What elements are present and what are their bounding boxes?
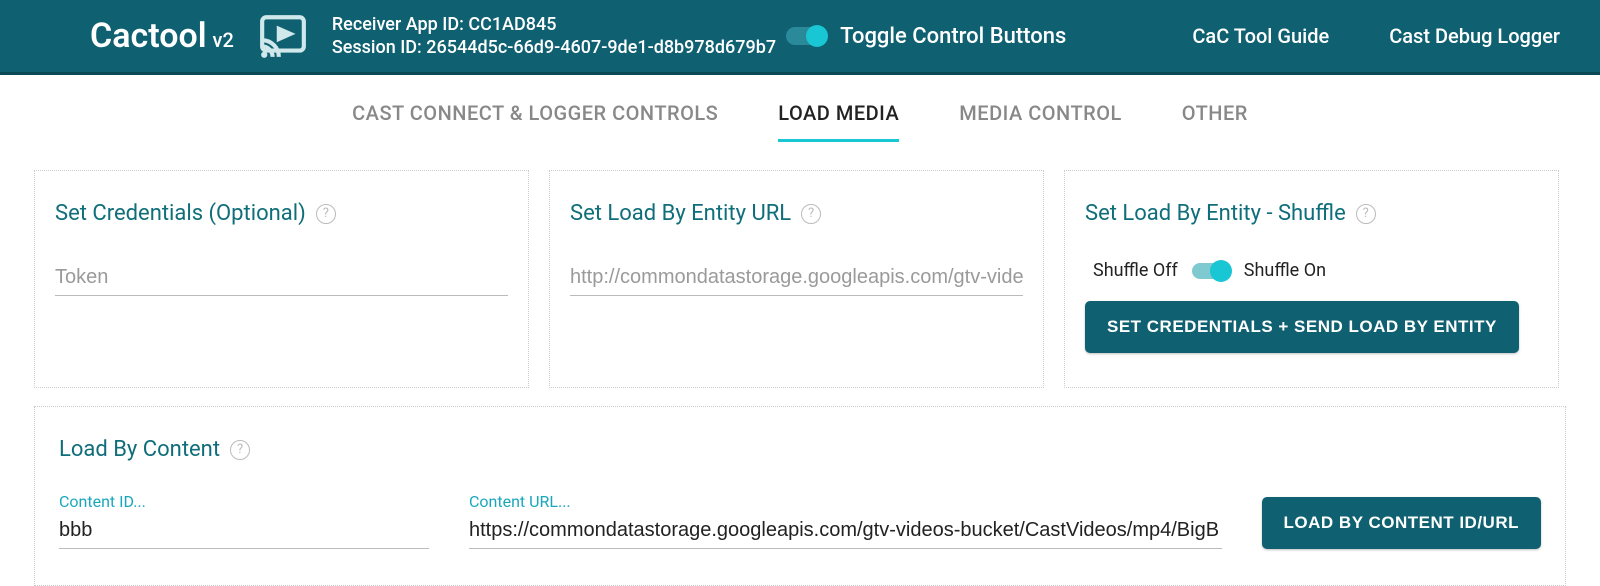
brand-block: Cactool v2 xyxy=(90,16,234,56)
brand-name: Cactool xyxy=(90,16,207,56)
header-links: CaC Tool Guide Cast Debug Logger xyxy=(1192,24,1560,48)
card-credentials: Set Credentials (Optional) ? xyxy=(34,170,529,388)
help-icon[interactable]: ? xyxy=(230,440,250,460)
tab-other[interactable]: OTHER xyxy=(1182,101,1248,142)
content-url-label: Content URL... xyxy=(469,492,1222,511)
token-input[interactable] xyxy=(55,260,508,296)
tab-bar: CAST CONNECT & LOGGER CONTROLS LOAD MEDI… xyxy=(10,75,1590,142)
link-guide[interactable]: CaC Tool Guide xyxy=(1192,24,1329,48)
shuffle-on-label: Shuffle On xyxy=(1244,260,1326,281)
receiver-label: Receiver App ID: xyxy=(332,14,464,35)
shuffle-toggle[interactable] xyxy=(1192,263,1230,279)
tab-media-control[interactable]: MEDIA CONTROL xyxy=(959,101,1122,142)
help-icon[interactable]: ? xyxy=(801,204,821,224)
app-header: Cactool v2 Receiver App ID: CC1AD845 Ses… xyxy=(0,0,1600,75)
tab-load-media[interactable]: LOAD MEDIA xyxy=(778,101,899,142)
session-value: 26544d5c-66d9-4607-9de1-d8b978d679b7 xyxy=(426,37,776,58)
tab-cast-connect[interactable]: CAST CONNECT & LOGGER CONTROLS xyxy=(352,101,718,142)
toggle-label: Toggle Control Buttons xyxy=(840,24,1066,49)
card-entity-url-title: Set Load By Entity URL xyxy=(570,201,791,226)
cast-icon xyxy=(252,11,314,61)
load-by-content-button[interactable]: LOAD BY CONTENT ID/URL xyxy=(1262,497,1541,549)
content-id-label: Content ID... xyxy=(59,492,429,511)
brand-version: v2 xyxy=(213,28,234,52)
card-shuffle-title: Set Load By Entity - Shuffle xyxy=(1085,201,1346,226)
card-content-title: Load By Content xyxy=(59,437,220,462)
card-shuffle: Set Load By Entity - Shuffle ? Shuffle O… xyxy=(1064,170,1559,388)
help-icon[interactable]: ? xyxy=(316,204,336,224)
toggle-control-group: Toggle Control Buttons xyxy=(786,24,1066,49)
link-debug[interactable]: Cast Debug Logger xyxy=(1389,24,1560,48)
card-entity-url: Set Load By Entity URL ? xyxy=(549,170,1044,388)
receiver-value: CC1AD845 xyxy=(468,14,556,35)
content-url-input[interactable] xyxy=(469,513,1222,549)
help-icon[interactable]: ? xyxy=(1356,204,1376,224)
control-buttons-toggle[interactable] xyxy=(786,27,826,45)
card-credentials-title: Set Credentials (Optional) xyxy=(55,201,306,226)
session-info: Receiver App ID: CC1AD845 Session ID: 26… xyxy=(332,13,776,60)
entity-url-input[interactable] xyxy=(570,260,1023,296)
session-label: Session ID: xyxy=(332,37,422,58)
shuffle-off-label: Shuffle Off xyxy=(1093,260,1178,281)
main-panel: CAST CONNECT & LOGGER CONTROLS LOAD MEDI… xyxy=(10,75,1590,586)
card-load-by-content: Load By Content ? Content ID... Content … xyxy=(34,406,1566,586)
content-id-input[interactable] xyxy=(59,513,429,549)
send-load-by-entity-button[interactable]: SET CREDENTIALS + SEND LOAD BY ENTITY xyxy=(1085,301,1519,353)
